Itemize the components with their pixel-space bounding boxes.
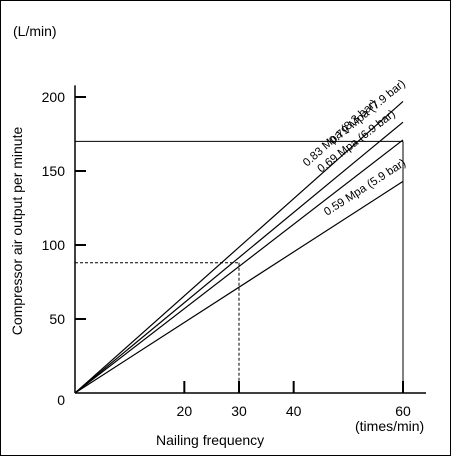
x-tick-label: 30 — [231, 403, 247, 419]
series-line — [74, 100, 404, 394]
y-unit-label: (L/min) — [13, 23, 57, 39]
y-tick-label: 150 — [42, 163, 66, 179]
ticks: 0 50 100 150 200 20 30 40 60 — [42, 89, 411, 419]
series-line — [74, 180, 404, 394]
reference-lines — [75, 140, 404, 393]
series-line — [74, 121, 404, 394]
series-line — [74, 139, 404, 394]
y-tick-label: 100 — [42, 237, 66, 253]
x-axis-label: Nailing frequency — [156, 432, 264, 448]
x-tick-label: 40 — [286, 403, 302, 419]
y-tick-label: 50 — [49, 311, 65, 327]
x-tick-label: 60 — [395, 403, 411, 419]
series-group: 0.83 Mpa (8.3 bar)0.79 Mpa (7.9 bar)0.69… — [74, 78, 408, 394]
axes — [74, 85, 426, 394]
y-tick-label: 200 — [42, 89, 66, 105]
y-tick-label: 0 — [57, 392, 65, 408]
x-tick-label: 20 — [177, 403, 193, 419]
x-unit-label: (times/min) — [355, 418, 424, 434]
series-label: 0.59 Mpa (5.9 bar) — [322, 157, 408, 218]
y-axis-label: Compressor air output per minute — [9, 127, 25, 336]
